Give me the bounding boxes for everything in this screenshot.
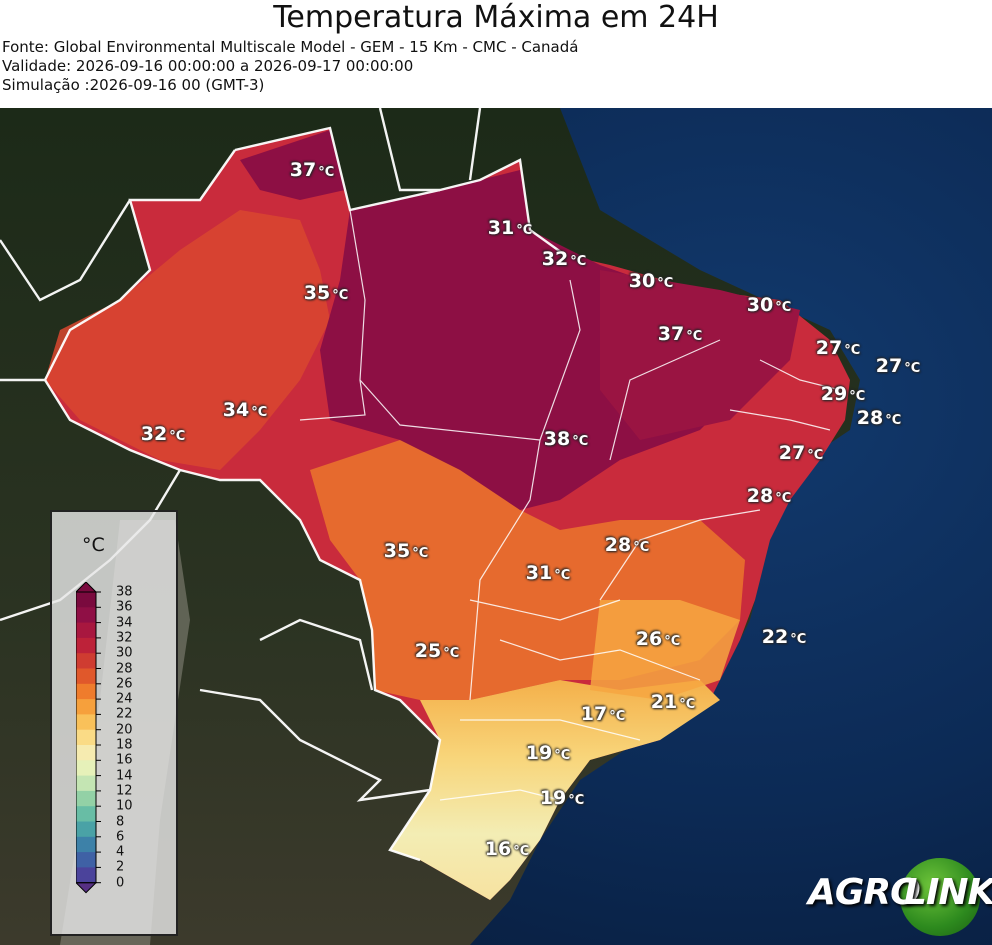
- colorbar-tick-label: 36: [116, 599, 133, 615]
- temp-label: 26 °C: [635, 628, 681, 650]
- colorbar-min-arrow: [74, 882, 98, 894]
- colorbar-max-arrow: [74, 581, 98, 593]
- temp-label: 35 °C: [303, 282, 349, 304]
- colorbar-segment: [76, 592, 96, 608]
- temp-label: 17 °C: [580, 703, 626, 725]
- simulation-line: Simulação :2026-09-16 00 (GMT-3): [2, 76, 265, 94]
- logo-text-agro: AGRO: [808, 872, 921, 913]
- colorbar-segment: [76, 760, 96, 777]
- cool-south: [390, 680, 720, 900]
- color-legend: °C 38 36 34 32 30 28 26 24 22 20 18 16 14 12 10 8 6 4 2 0: [50, 510, 178, 936]
- temp-label: 38 °C: [543, 428, 589, 450]
- colorbar-segment: [76, 668, 96, 685]
- colorbar-segment: [76, 637, 96, 654]
- colorbar-tick-label: 6: [116, 829, 125, 845]
- colorbar-segment: [76, 806, 96, 822]
- header: Temperatura Máxima em 24H Fonte: Global …: [0, 0, 992, 108]
- temp-label: 16 °C: [484, 838, 530, 860]
- colorbar-segment: [76, 867, 96, 884]
- colorbar-tick-label: 22: [116, 706, 133, 722]
- temp-label: 30 °C: [628, 270, 674, 292]
- colorbar-tick-label: 26: [116, 676, 133, 692]
- temp-label: 27 °C: [875, 355, 921, 377]
- hot-core-northwest: [240, 130, 345, 200]
- temp-label: 37 °C: [289, 159, 335, 181]
- source-line: Fonte: Global Environmental Multiscale M…: [2, 38, 579, 56]
- colorbar-segment: [76, 683, 96, 700]
- legend-unit: °C: [82, 534, 105, 556]
- colorbar-segment: [76, 745, 96, 761]
- colorbar-tick-label: 18: [116, 737, 133, 753]
- orange-band-west: [45, 210, 330, 470]
- map-graphic: [0, 108, 992, 945]
- colorbar-tick-label: 0: [116, 875, 125, 891]
- colorbar-tick-label: 20: [116, 722, 133, 738]
- temp-label: 32 °C: [541, 248, 587, 270]
- colorbar-tick-label: 12: [116, 783, 133, 799]
- temp-label: 28 °C: [856, 407, 902, 429]
- logo-text-link: LINK: [904, 872, 992, 913]
- validity-line: Validade: 2026-09-16 00:00:00 a 2026-09-…: [2, 57, 414, 75]
- temp-label: 19 °C: [525, 742, 571, 764]
- temp-label: 25 °C: [414, 640, 460, 662]
- temp-label: 28 °C: [604, 534, 650, 556]
- temp-label: 34 °C: [222, 399, 268, 421]
- colorbar-segment: [76, 790, 96, 807]
- temp-label: 19 °C: [539, 787, 585, 809]
- colorbar-segment: [76, 699, 96, 715]
- colorbar-segment: [76, 775, 96, 792]
- temperature-map: [0, 108, 992, 945]
- temp-label: 27 °C: [815, 337, 861, 359]
- colorbar-tick-label: 28: [116, 661, 133, 676]
- temp-label: 22 °C: [761, 626, 807, 648]
- colorbar-segment: [76, 714, 96, 731]
- colorbar-segment: [76, 852, 96, 868]
- temp-label: 29 °C: [820, 383, 866, 405]
- hot-core-northeast: [600, 270, 800, 440]
- temp-label: 31 °C: [525, 562, 571, 584]
- colorbar-tick-label: 8: [116, 814, 125, 829]
- colorbar-segment: [76, 653, 96, 669]
- temp-label: 32 °C: [140, 423, 186, 445]
- temp-label: 31 °C: [487, 217, 533, 239]
- colorbar-outline: [75, 591, 97, 884]
- temp-label: 35 °C: [383, 540, 429, 562]
- temp-label: 21 °C: [650, 691, 696, 713]
- colorbar-tick-label: 30: [116, 645, 133, 661]
- map-title: Temperatura Máxima em 24H: [273, 0, 719, 35]
- agrolink-logo: AGRO LINK: [808, 858, 992, 936]
- colorbar-tick-label: 14: [116, 768, 133, 784]
- colorbar-tick-label: 2: [116, 859, 125, 875]
- colorbar-tick-label: 34: [116, 615, 133, 631]
- colorbar: [74, 581, 116, 901]
- colorbar-tick-label: 10: [116, 798, 133, 814]
- temp-label: 28 °C: [746, 485, 792, 507]
- colorbar-tick-label: 38: [116, 584, 133, 600]
- logo-globe: [900, 858, 980, 936]
- colorbar-segment: [76, 729, 96, 746]
- colorbar-segment: [76, 607, 96, 624]
- mild-southeast: [590, 600, 740, 700]
- temp-label: 37 °C: [657, 323, 703, 345]
- temp-label: 27 °C: [778, 442, 824, 464]
- colorbar-segment: [76, 836, 96, 853]
- colorbar-graphic: [74, 581, 101, 894]
- colorbar-segment: [76, 821, 96, 838]
- state-borders: [299, 209, 841, 801]
- colorbar-tick-label: 4: [116, 844, 125, 860]
- colorbar-tick-label: 32: [116, 630, 133, 646]
- colorbar-tick-label: 16: [116, 752, 133, 768]
- colorbar-segment: [76, 622, 96, 639]
- colorbar-tick-label: 24: [116, 691, 133, 707]
- temp-label: 30 °C: [746, 294, 792, 316]
